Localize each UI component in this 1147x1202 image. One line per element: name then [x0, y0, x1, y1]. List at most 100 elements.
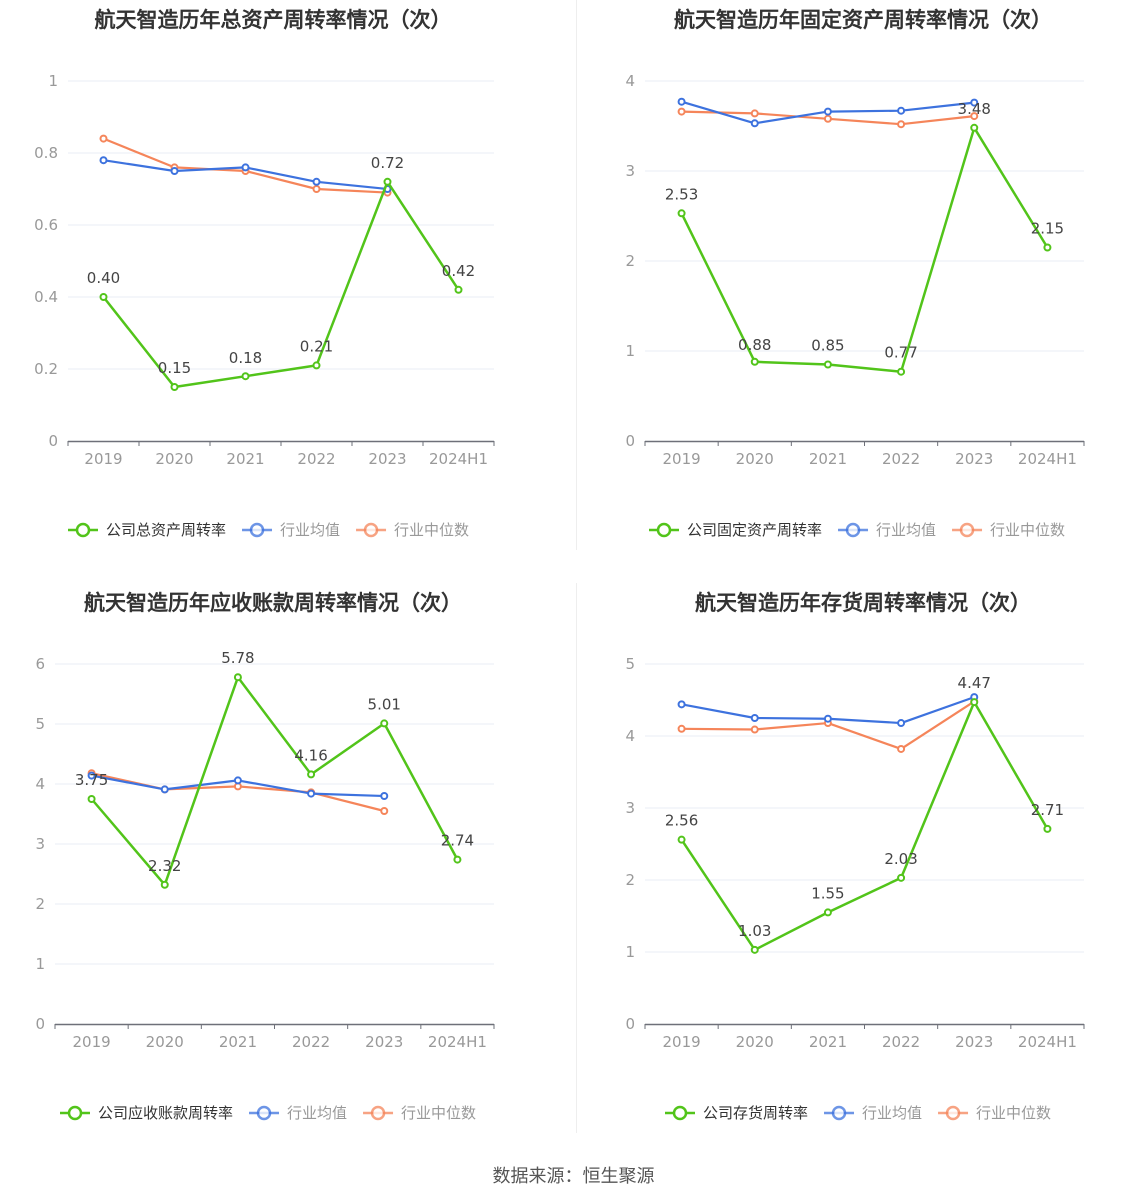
data-point-company: [170, 383, 179, 391]
series-line-company: [90, 675, 459, 887]
data-point-company: [453, 855, 462, 864]
data-point-avg: [241, 163, 250, 172]
data-label: 0.18: [229, 349, 262, 367]
data-point-avg: [897, 106, 906, 115]
data-label: 1.55: [811, 884, 844, 902]
data-point-company: [1043, 243, 1052, 252]
chart-inventory-turnover: 航天智造历年存货周转率情况（次） 0 1 2 3 4 5 2019 2020 2021 2022 20…: [625, 591, 1085, 1122]
y-tick-label: 0: [625, 432, 635, 450]
data-label: 2.32: [148, 857, 181, 875]
data-point-avg: [677, 700, 686, 709]
series-line-company: [680, 700, 1049, 952]
data-point-company: [454, 285, 463, 294]
y-tick-label: 1: [625, 943, 635, 961]
data-label: 2.03: [884, 850, 917, 868]
data-point-avg: [99, 156, 108, 165]
data-point-company: [970, 698, 979, 707]
y-tick-label: 2: [625, 252, 635, 270]
chart-panel-total-asset-turnover: 航天智造历年总资产周转率情况（次） 0 0.2 0.4 0.6 0.8 1 2019 2020 2…: [0, 0, 573, 583]
x-tick-label: 2020: [736, 1033, 774, 1051]
y-tick-label: 2: [625, 871, 635, 889]
legend-marker-company: [656, 522, 672, 538]
data-label: 0.77: [884, 344, 917, 362]
legend-marker-avg: [256, 1105, 272, 1121]
x-tick-label: 2024H1: [1018, 1033, 1077, 1051]
data-point-median: [380, 807, 389, 815]
x-tick-label: 2021: [809, 450, 847, 468]
x-tick-label: 2022: [297, 450, 335, 468]
chart-total-asset-turnover: 航天智造历年总资产周转率情况（次） 0 0.2 0.4 0.6 0.8 1 2019 2020 2…: [34, 8, 495, 539]
legend-label-median: 行业中位数: [394, 521, 469, 539]
legend-label-avg: 行业均值: [862, 1104, 922, 1122]
chart-title: 航天智造历年总资产周转率情况（次）: [95, 8, 452, 32]
chart-receivables-turnover: 航天智造历年应收账款周转率情况（次） 0 1 2 3 4 5 6 2019 2020 2021 202…: [35, 591, 495, 1122]
x-tick-label: 2021: [226, 450, 264, 468]
data-point-avg: [233, 776, 242, 785]
data-label: 2.71: [1031, 801, 1064, 819]
vertical-divider-top: [576, 0, 577, 550]
vertical-divider-bottom: [576, 583, 577, 1133]
chart-panel-receivables-turnover: 航天智造历年应收账款周转率情况（次） 0 1 2 3 4 5 6 2019 2020 2021 202…: [0, 583, 573, 1166]
y-tick-label: 0.4: [34, 288, 58, 306]
legend-marker-company: [67, 1105, 83, 1121]
data-label: 3.48: [958, 100, 991, 118]
y-tick-label: 0: [48, 432, 58, 450]
data-label: 3.75: [75, 771, 108, 789]
x-tick-label: 2021: [219, 1033, 257, 1051]
data-point-avg: [160, 785, 169, 794]
legend-marker-company: [672, 1105, 688, 1121]
y-tick-label: 4: [625, 727, 635, 745]
legend-marker-median: [370, 1105, 386, 1121]
data-point-avg: [897, 719, 906, 728]
data-point-avg: [750, 119, 759, 128]
data-point-company: [677, 209, 686, 218]
x-tick-label: 2023: [368, 450, 406, 468]
series-line-company: [680, 126, 1049, 373]
data-point-company: [380, 719, 389, 728]
chart-fixed-asset-turnover: 航天智造历年固定资产周转率情况（次） 0 1 2 3 4 2019 2020 2021 2022 2…: [625, 8, 1085, 539]
data-point-company: [383, 177, 392, 186]
data-point-company: [1043, 824, 1052, 833]
data-label: 0.42: [442, 262, 475, 280]
x-tick-label: 2019: [662, 1033, 700, 1051]
chart-panel-fixed-asset-turnover: 航天智造历年固定资产周转率情况（次） 0 1 2 3 4 2019 2020 2021 2022 2…: [577, 0, 1147, 583]
y-tick-label: 1: [35, 955, 45, 973]
legend-label-company: 公司存货周转率: [703, 1104, 808, 1122]
data-point-company: [750, 357, 759, 366]
legend-marker-median: [959, 522, 975, 538]
data-point-company: [750, 945, 759, 954]
data-label: 5.01: [368, 695, 401, 713]
legend-marker-company: [75, 522, 91, 538]
y-tick-label: 4: [35, 775, 45, 793]
data-point-avg: [380, 792, 389, 800]
x-tick-label: 2021: [809, 1033, 847, 1051]
legend-label-median: 行业中位数: [990, 521, 1065, 539]
data-point-avg: [87, 771, 96, 780]
legend-label-avg: 行业均值: [280, 521, 340, 539]
data-label: 0.15: [158, 359, 191, 377]
chart-panel-inventory-turnover: 航天智造历年存货周转率情况（次） 0 1 2 3 4 5 2019 2020 2021 2022 20…: [577, 583, 1147, 1166]
x-tick-label: 2024H1: [1018, 450, 1077, 468]
data-point-company: [99, 293, 108, 301]
data-point-company: [970, 123, 979, 132]
chart-title: 航天智造历年应收账款周转率情况（次）: [84, 591, 462, 615]
x-tick-label: 2022: [882, 450, 920, 468]
y-tick-label: 0.8: [34, 144, 58, 162]
y-tick-label: 0: [35, 1015, 45, 1033]
data-point-median: [677, 724, 686, 733]
legend-marker-median: [363, 522, 379, 538]
data-label: 2.56: [665, 812, 698, 830]
data-point-median: [750, 109, 759, 118]
y-tick-label: 3: [625, 799, 635, 817]
data-point-median: [897, 744, 906, 753]
x-tick-label: 2019: [662, 450, 700, 468]
data-label: 5.78: [221, 649, 254, 667]
data-point-avg: [823, 107, 832, 116]
data-point-median: [897, 120, 906, 129]
data-point-company: [307, 770, 316, 779]
data-point-median: [970, 112, 979, 121]
data-point-company: [677, 835, 686, 844]
y-tick-label: 0.2: [34, 360, 58, 378]
x-tick-label: 2020: [146, 1033, 184, 1051]
data-point-avg: [970, 98, 979, 107]
